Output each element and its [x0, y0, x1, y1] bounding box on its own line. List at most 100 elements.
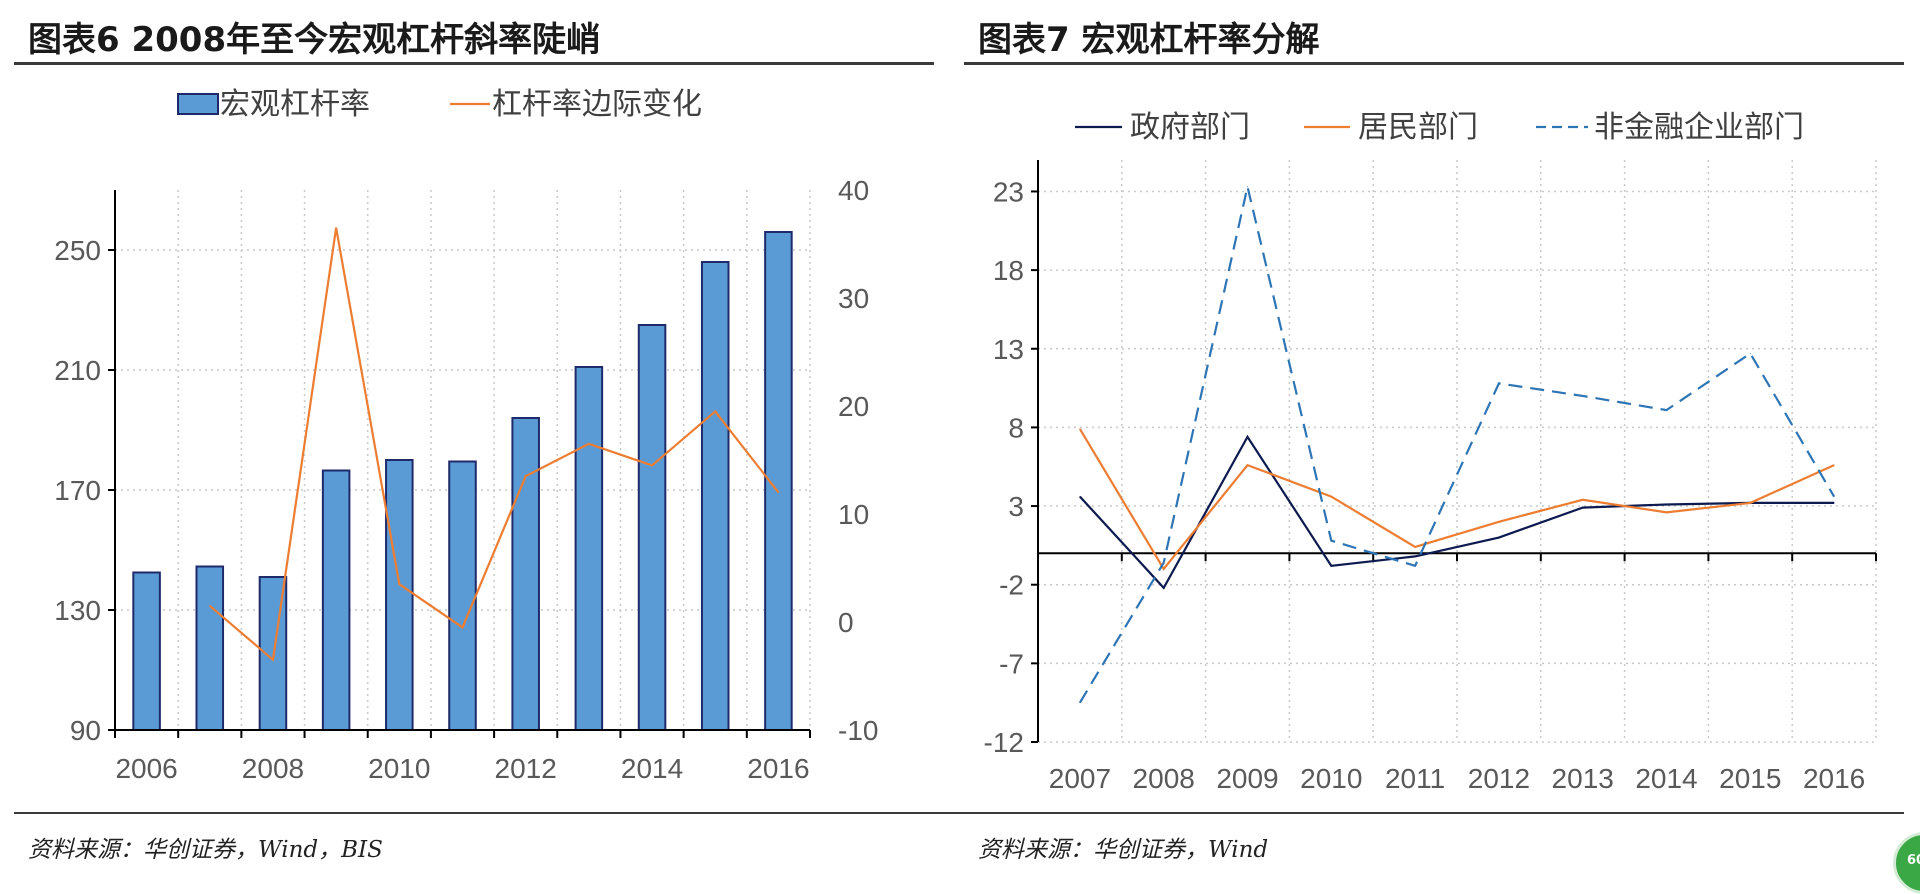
- left-legend-bar-label: 宏观杠杆率: [220, 87, 370, 122]
- right-chart-x-tick-label: 2007: [1049, 763, 1111, 794]
- right-chart-y-tick-label: 3: [1008, 491, 1024, 522]
- left-chart-x-tick-label: 2010: [368, 753, 430, 784]
- left-chart-line-point: [462, 626, 463, 628]
- right-chart-x-tick-label: 2016: [1803, 763, 1865, 794]
- left-chart-line-point: [335, 227, 337, 229]
- left-chart-line-point: [777, 491, 779, 493]
- right-chart-corporate-point: [1079, 702, 1081, 704]
- left-chart-x-tick-label: 2016: [747, 753, 809, 784]
- right-chart-government-point: [1582, 507, 1584, 509]
- right-chart-y-tick-label: -7: [999, 648, 1024, 679]
- right-chart-y-tick-label: 8: [1008, 412, 1024, 443]
- right-chart-y-tick-label: 13: [993, 334, 1024, 365]
- left-chart-title: 图表6 2008年至今宏观杠杆斜率陡峭: [28, 20, 601, 60]
- left-chart-bar: [574, 366, 604, 731]
- right-chart-government-point: [1079, 496, 1081, 498]
- right-chart-corporate-point: [1582, 395, 1584, 397]
- right-chart-corporate-point: [1749, 352, 1751, 354]
- right-chart-corporate-point: [1666, 409, 1667, 411]
- left-chart-bar: [321, 469, 351, 731]
- left-chart-bar: [195, 565, 225, 731]
- right-chart-y-tick-label: 23: [993, 176, 1024, 207]
- right-chart-government-point: [1330, 565, 1332, 567]
- bottom-divider: [14, 812, 1904, 814]
- right-chart-y-tick-label: -2: [999, 570, 1024, 601]
- right-chart-government-point: [1163, 587, 1165, 589]
- left-legend-line-label: 杠杆率边际变化: [492, 87, 702, 122]
- right-chart-government-point: [1666, 503, 1667, 505]
- right-chart-x-tick-label: 2015: [1719, 763, 1781, 794]
- left-chart-y2-tick-label: 20: [838, 391, 869, 422]
- left-chart-bar: [385, 459, 414, 731]
- right-chart-x-tick-label: 2011: [1385, 763, 1445, 794]
- right-chart-government-point: [1498, 537, 1500, 539]
- left-chart-bar: [637, 324, 667, 731]
- right-legend-corporate-label: 非金融企业部门: [1594, 110, 1804, 145]
- left-chart-y2-tick-label: 30: [838, 283, 869, 314]
- left-chart-y2-tick-label: 0: [838, 607, 854, 638]
- left-chart-line-point: [525, 475, 527, 477]
- left-chart-line-point: [209, 605, 211, 607]
- right-chart-household-point: [1666, 511, 1667, 513]
- right-chart-government-point: [1833, 502, 1835, 504]
- right-source-note: 资料来源：华创证券，Wind: [978, 837, 1269, 863]
- right-chart-corporate-point: [1163, 562, 1165, 564]
- right-chart-x-tick-label: 2010: [1300, 763, 1362, 794]
- left-chart-line-point: [272, 659, 274, 661]
- right-chart-x-tick-label: 2013: [1552, 763, 1614, 794]
- left-chart-line-point: [588, 443, 590, 445]
- left-chart-y-tick-label: 210: [54, 355, 101, 386]
- left-title-divider: [14, 62, 934, 65]
- right-chart-title: 图表7 宏观杠杆率分解: [978, 20, 1320, 60]
- left-chart-line-point: [651, 464, 653, 466]
- right-chart-household-point: [1247, 464, 1248, 466]
- right-chart-x-tick-label: 2009: [1216, 763, 1278, 794]
- right-chart-corporate-line: [1078, 186, 1836, 704]
- left-chart-bar: [132, 571, 161, 731]
- right-chart-household-point: [1330, 496, 1332, 498]
- right-chart-x-tick-label: 2008: [1133, 763, 1195, 794]
- left-chart-y-tick-label: 250: [54, 235, 101, 266]
- right-chart-corporate-point: [1247, 186, 1248, 188]
- left-chart-y-tick-label: 90: [70, 715, 101, 746]
- right-chart-y-tick-label: -12: [984, 727, 1024, 758]
- right-chart-x-tick-label: 2014: [1635, 763, 1697, 794]
- page-badge-text: 60: [1907, 853, 1920, 868]
- left-chart-bar: [448, 460, 477, 731]
- right-chart-household-point: [1833, 464, 1835, 466]
- right-chart-government-point: [1247, 436, 1248, 438]
- right-chart-corporate-point: [1330, 540, 1332, 542]
- right-chart-household-point: [1414, 546, 1416, 548]
- left-legend-bar-swatch: [177, 93, 219, 115]
- right-chart-household-point: [1582, 499, 1584, 501]
- right-chart-household-point: [1498, 521, 1500, 523]
- left-chart-x-tick-label: 2012: [495, 753, 557, 784]
- right-chart-government-line: [1079, 434, 1835, 590]
- left-chart-bar: [511, 417, 540, 731]
- left-chart-y2-tick-label: 10: [838, 499, 869, 530]
- right-chart-household-point: [1079, 428, 1081, 430]
- left-chart-x-tick-label: 2014: [621, 753, 683, 784]
- right-chart-x-tick-label: 2012: [1468, 763, 1530, 794]
- right-title-divider: [964, 62, 1904, 65]
- left-source-note: 资料来源：华创证券，Wind，BIS: [28, 837, 383, 863]
- left-chart-y2-tick-label: 40: [838, 175, 869, 206]
- right-chart-household-line: [1078, 428, 1835, 571]
- left-chart-y-tick-label: 170: [54, 475, 101, 506]
- left-chart-line-point: [398, 583, 400, 585]
- left-chart-y-tick-label: 130: [54, 595, 101, 626]
- right-chart-household-point: [1749, 502, 1751, 504]
- left-chart-bar: [700, 261, 730, 731]
- left-chart-line-point: [714, 410, 716, 412]
- right-chart-corporate-point: [1498, 382, 1500, 384]
- right-chart-household-point: [1163, 568, 1165, 570]
- right-chart-government-point: [1414, 555, 1416, 557]
- right-chart-corporate-point: [1833, 496, 1835, 498]
- left-chart-x-tick-label: 2008: [242, 753, 304, 784]
- right-legend-household-label: 居民部门: [1358, 110, 1478, 145]
- left-chart-y2-tick-label: -10: [838, 715, 878, 746]
- left-chart-x-tick-label: 2006: [115, 753, 177, 784]
- right-chart-y-tick-label: 18: [993, 255, 1024, 286]
- left-chart-leverage-change-line: [209, 227, 780, 662]
